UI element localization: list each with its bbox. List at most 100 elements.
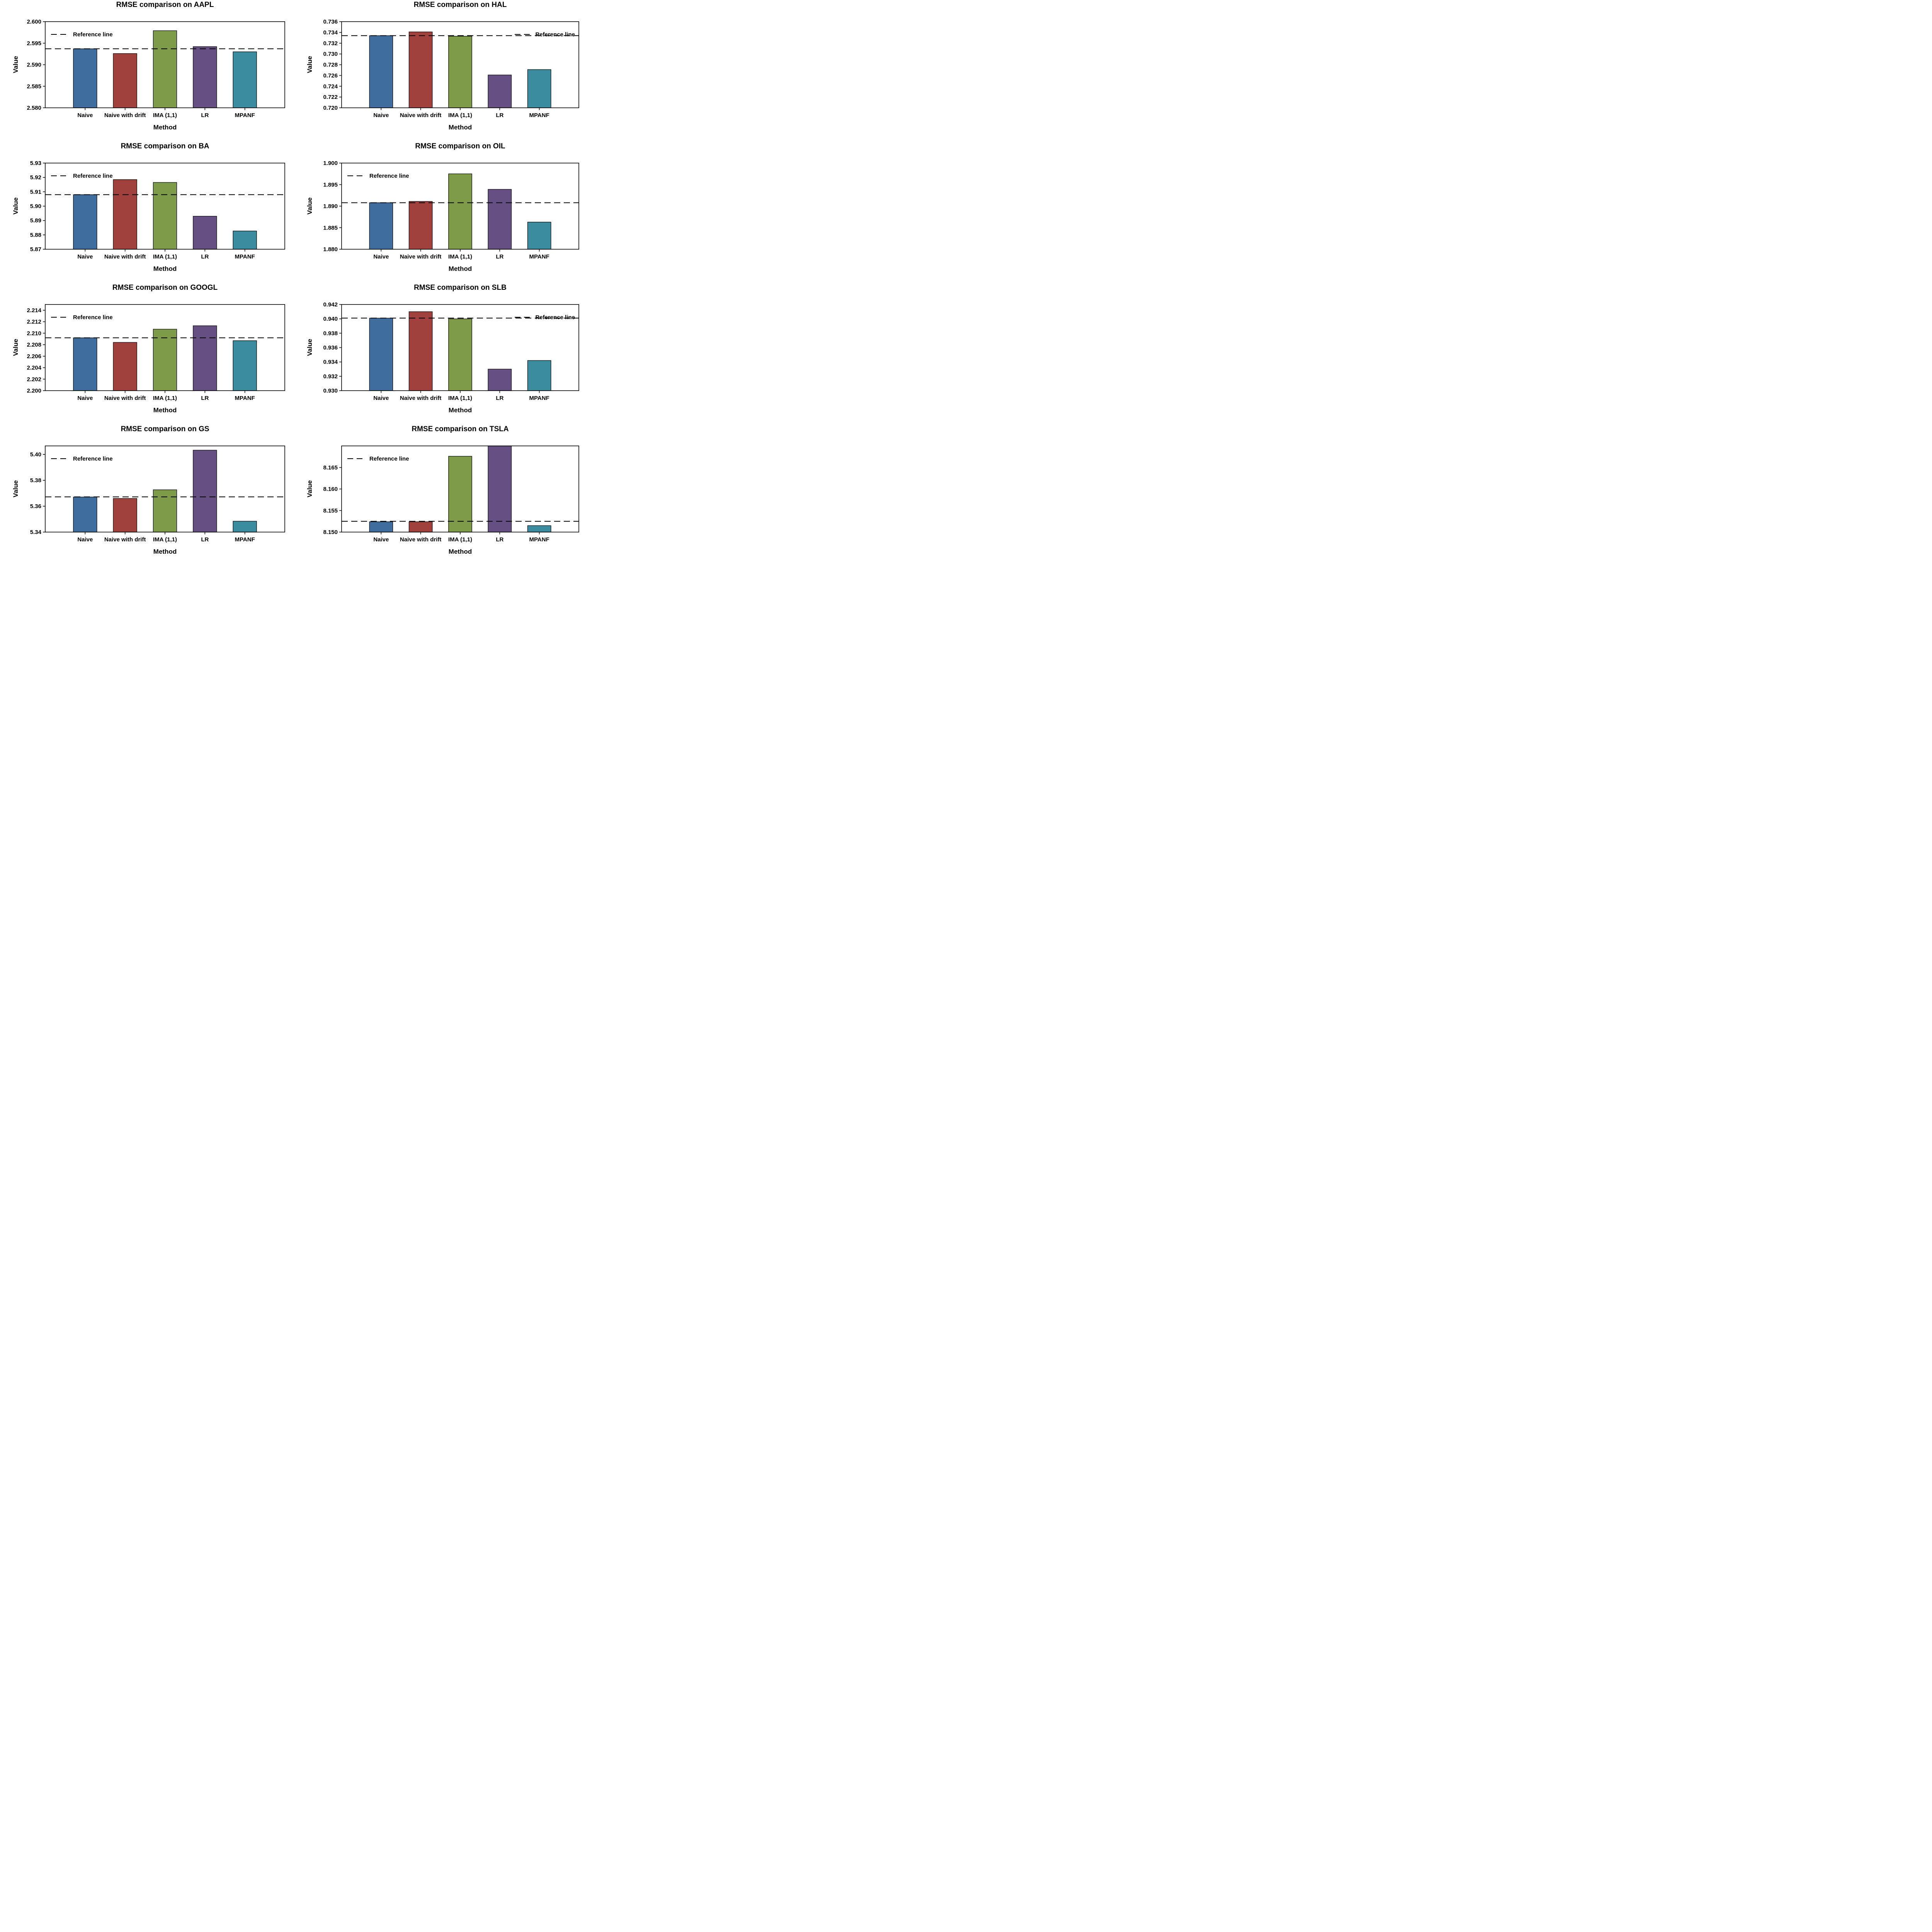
x-tick-label-naive-with-drift: Naive with drift — [400, 536, 442, 543]
x-tick-label-naive: Naive — [373, 395, 389, 401]
bar-lr — [193, 216, 217, 250]
chart-cell-hal: 0.736 0.734 0.732 0.730 0.728 0.726 0.724 0.722… — [290, 0, 580, 141]
y-tick-label: 5.90 — [30, 203, 41, 210]
bar-ima-1-1 — [448, 318, 472, 391]
x-axis-label: Method — [153, 406, 177, 414]
y-tick-label: 0.726 — [323, 72, 338, 79]
y-tick-label: 0.942 — [323, 301, 338, 308]
bar-lr — [488, 369, 512, 391]
legend-label: Reference line — [535, 314, 575, 321]
bar-ima-1-1 — [448, 456, 472, 532]
bar-naive — [369, 35, 393, 108]
y-tick-label: 2.600 — [27, 19, 41, 25]
y-tick-label: 2.206 — [27, 353, 41, 360]
chart-plot-oil: 1.900 1.895 1.890 1.885 1.880 Naive Naive with… — [323, 160, 579, 260]
chart-title: RMSE comparison on GS — [121, 425, 209, 433]
rmse-comparison-figure: 2.600 2.595 2.590 2.585 2.580 Naive Naive with… — [0, 0, 580, 566]
bar-naive-with-drift — [408, 521, 433, 532]
x-tick-label-ima-1-1: IMA (1,1) — [448, 253, 472, 260]
x-tick-label-ima-1-1: IMA (1,1) — [448, 536, 472, 543]
bar-lr — [193, 450, 217, 532]
x-tick-label-mpanf: MPANF — [235, 395, 255, 401]
y-tick-label: 2.212 — [27, 319, 41, 325]
x-tick-label-ima-1-1: IMA (1,1) — [153, 395, 177, 401]
y-tick-label: 5.92 — [30, 174, 41, 181]
bar-naive-with-drift — [113, 498, 137, 532]
legend-label: Reference line — [73, 173, 113, 179]
y-tick-label: 2.210 — [27, 330, 41, 337]
x-axis-label: Method — [448, 124, 472, 131]
y-axis-label: Value — [12, 197, 19, 215]
x-tick-label-lr: LR — [201, 395, 209, 401]
y-tick-label: 0.724 — [323, 83, 338, 90]
x-tick-label-naive-with-drift: Naive with drift — [104, 253, 146, 260]
x-tick-label-lr: LR — [201, 536, 209, 543]
x-tick-label-lr: LR — [496, 395, 503, 401]
x-tick-label-naive: Naive — [373, 536, 389, 543]
x-tick-label-lr: LR — [496, 253, 503, 260]
y-tick-label: 2.202 — [27, 376, 41, 383]
bar-naive — [73, 48, 97, 108]
bar-ima-1-1 — [153, 489, 177, 532]
y-tick-label: 0.720 — [323, 105, 338, 111]
y-tick-label: 2.200 — [27, 388, 41, 394]
y-tick-label: 2.585 — [27, 83, 41, 90]
y-tick-label: 0.932 — [323, 373, 338, 380]
chart-title: RMSE comparison on SLB — [414, 284, 507, 292]
x-tick-label-lr: LR — [496, 112, 503, 119]
x-tick-label-naive-with-drift: Naive with drift — [400, 112, 442, 119]
y-tick-label: 0.930 — [323, 388, 338, 394]
y-tick-label: 0.736 — [323, 19, 338, 25]
x-axis-label: Method — [448, 406, 472, 414]
y-tick-label: 0.934 — [323, 359, 338, 366]
bar-naive — [73, 337, 97, 391]
y-axis-label: Value — [306, 56, 313, 73]
y-tick-label: 2.208 — [27, 342, 41, 348]
y-tick-label: 8.155 — [323, 507, 338, 514]
y-tick-label: 1.895 — [323, 182, 338, 188]
x-tick-label-naive: Naive — [77, 253, 93, 260]
x-tick-label-naive: Naive — [77, 395, 93, 401]
chart-cell-gs: 5.40 5.38 5.36 5.34 Naive Naive with drift IMA… — [0, 424, 290, 566]
y-tick-label: 8.160 — [323, 486, 338, 493]
legend-label: Reference line — [73, 314, 113, 321]
x-tick-label-mpanf: MPANF — [529, 253, 549, 260]
x-tick-label-mpanf: MPANF — [529, 536, 549, 543]
x-tick-label-ima-1-1: IMA (1,1) — [448, 112, 472, 119]
bar-lr — [488, 75, 512, 108]
y-tick-label: 0.734 — [323, 29, 338, 36]
y-tick-label: 1.885 — [323, 224, 338, 231]
chart-title: RMSE comparison on BA — [121, 142, 209, 150]
y-tick-label: 5.87 — [30, 246, 41, 253]
y-axis-label: Value — [12, 338, 19, 356]
bar-mpanf — [527, 69, 551, 108]
bar-naive-with-drift — [408, 311, 433, 391]
x-tick-label-ima-1-1: IMA (1,1) — [448, 395, 472, 401]
chart-cell-googl: 2.214 2.212 2.210 2.208 2.206 2.204 2.202 2.200… — [0, 283, 290, 424]
y-axis-label: Value — [306, 338, 313, 356]
y-tick-label: 1.880 — [323, 246, 338, 253]
y-tick-label: 0.940 — [323, 316, 338, 322]
x-axis-label: Method — [153, 548, 177, 555]
y-axis-label: Value — [12, 480, 19, 498]
x-tick-label-ima-1-1: IMA (1,1) — [153, 536, 177, 543]
chart-title: RMSE comparison on HAL — [413, 1, 507, 9]
chart-plot-gs: 5.40 5.38 5.36 5.34 Naive Naive with drift IMA… — [30, 446, 285, 543]
y-tick-label: 8.150 — [323, 529, 338, 536]
legend-label: Reference line — [73, 31, 113, 38]
chart-plot-ba: 5.93 5.92 5.91 5.90 5.89 5.88 5.87 Naive Naive w… — [30, 160, 285, 260]
x-tick-label-mpanf: MPANF — [235, 112, 255, 119]
y-tick-label: 5.34 — [30, 529, 42, 536]
bar-ima-1-1 — [153, 182, 177, 250]
x-tick-label-lr: LR — [201, 112, 209, 119]
y-tick-label: 0.730 — [323, 51, 338, 58]
bar-naive — [369, 318, 393, 391]
x-axis-label: Method — [153, 124, 177, 131]
chart-title: RMSE comparison on GOOGL — [112, 284, 218, 292]
chart-plot-aapl: 2.600 2.595 2.590 2.585 2.580 Naive Naive with… — [27, 19, 285, 119]
bar-naive-with-drift — [113, 53, 137, 108]
y-tick-label: 8.165 — [323, 464, 338, 471]
x-tick-label-lr: LR — [201, 253, 209, 260]
x-tick-label-ima-1-1: IMA (1,1) — [153, 253, 177, 260]
y-tick-label: 5.36 — [30, 503, 41, 510]
